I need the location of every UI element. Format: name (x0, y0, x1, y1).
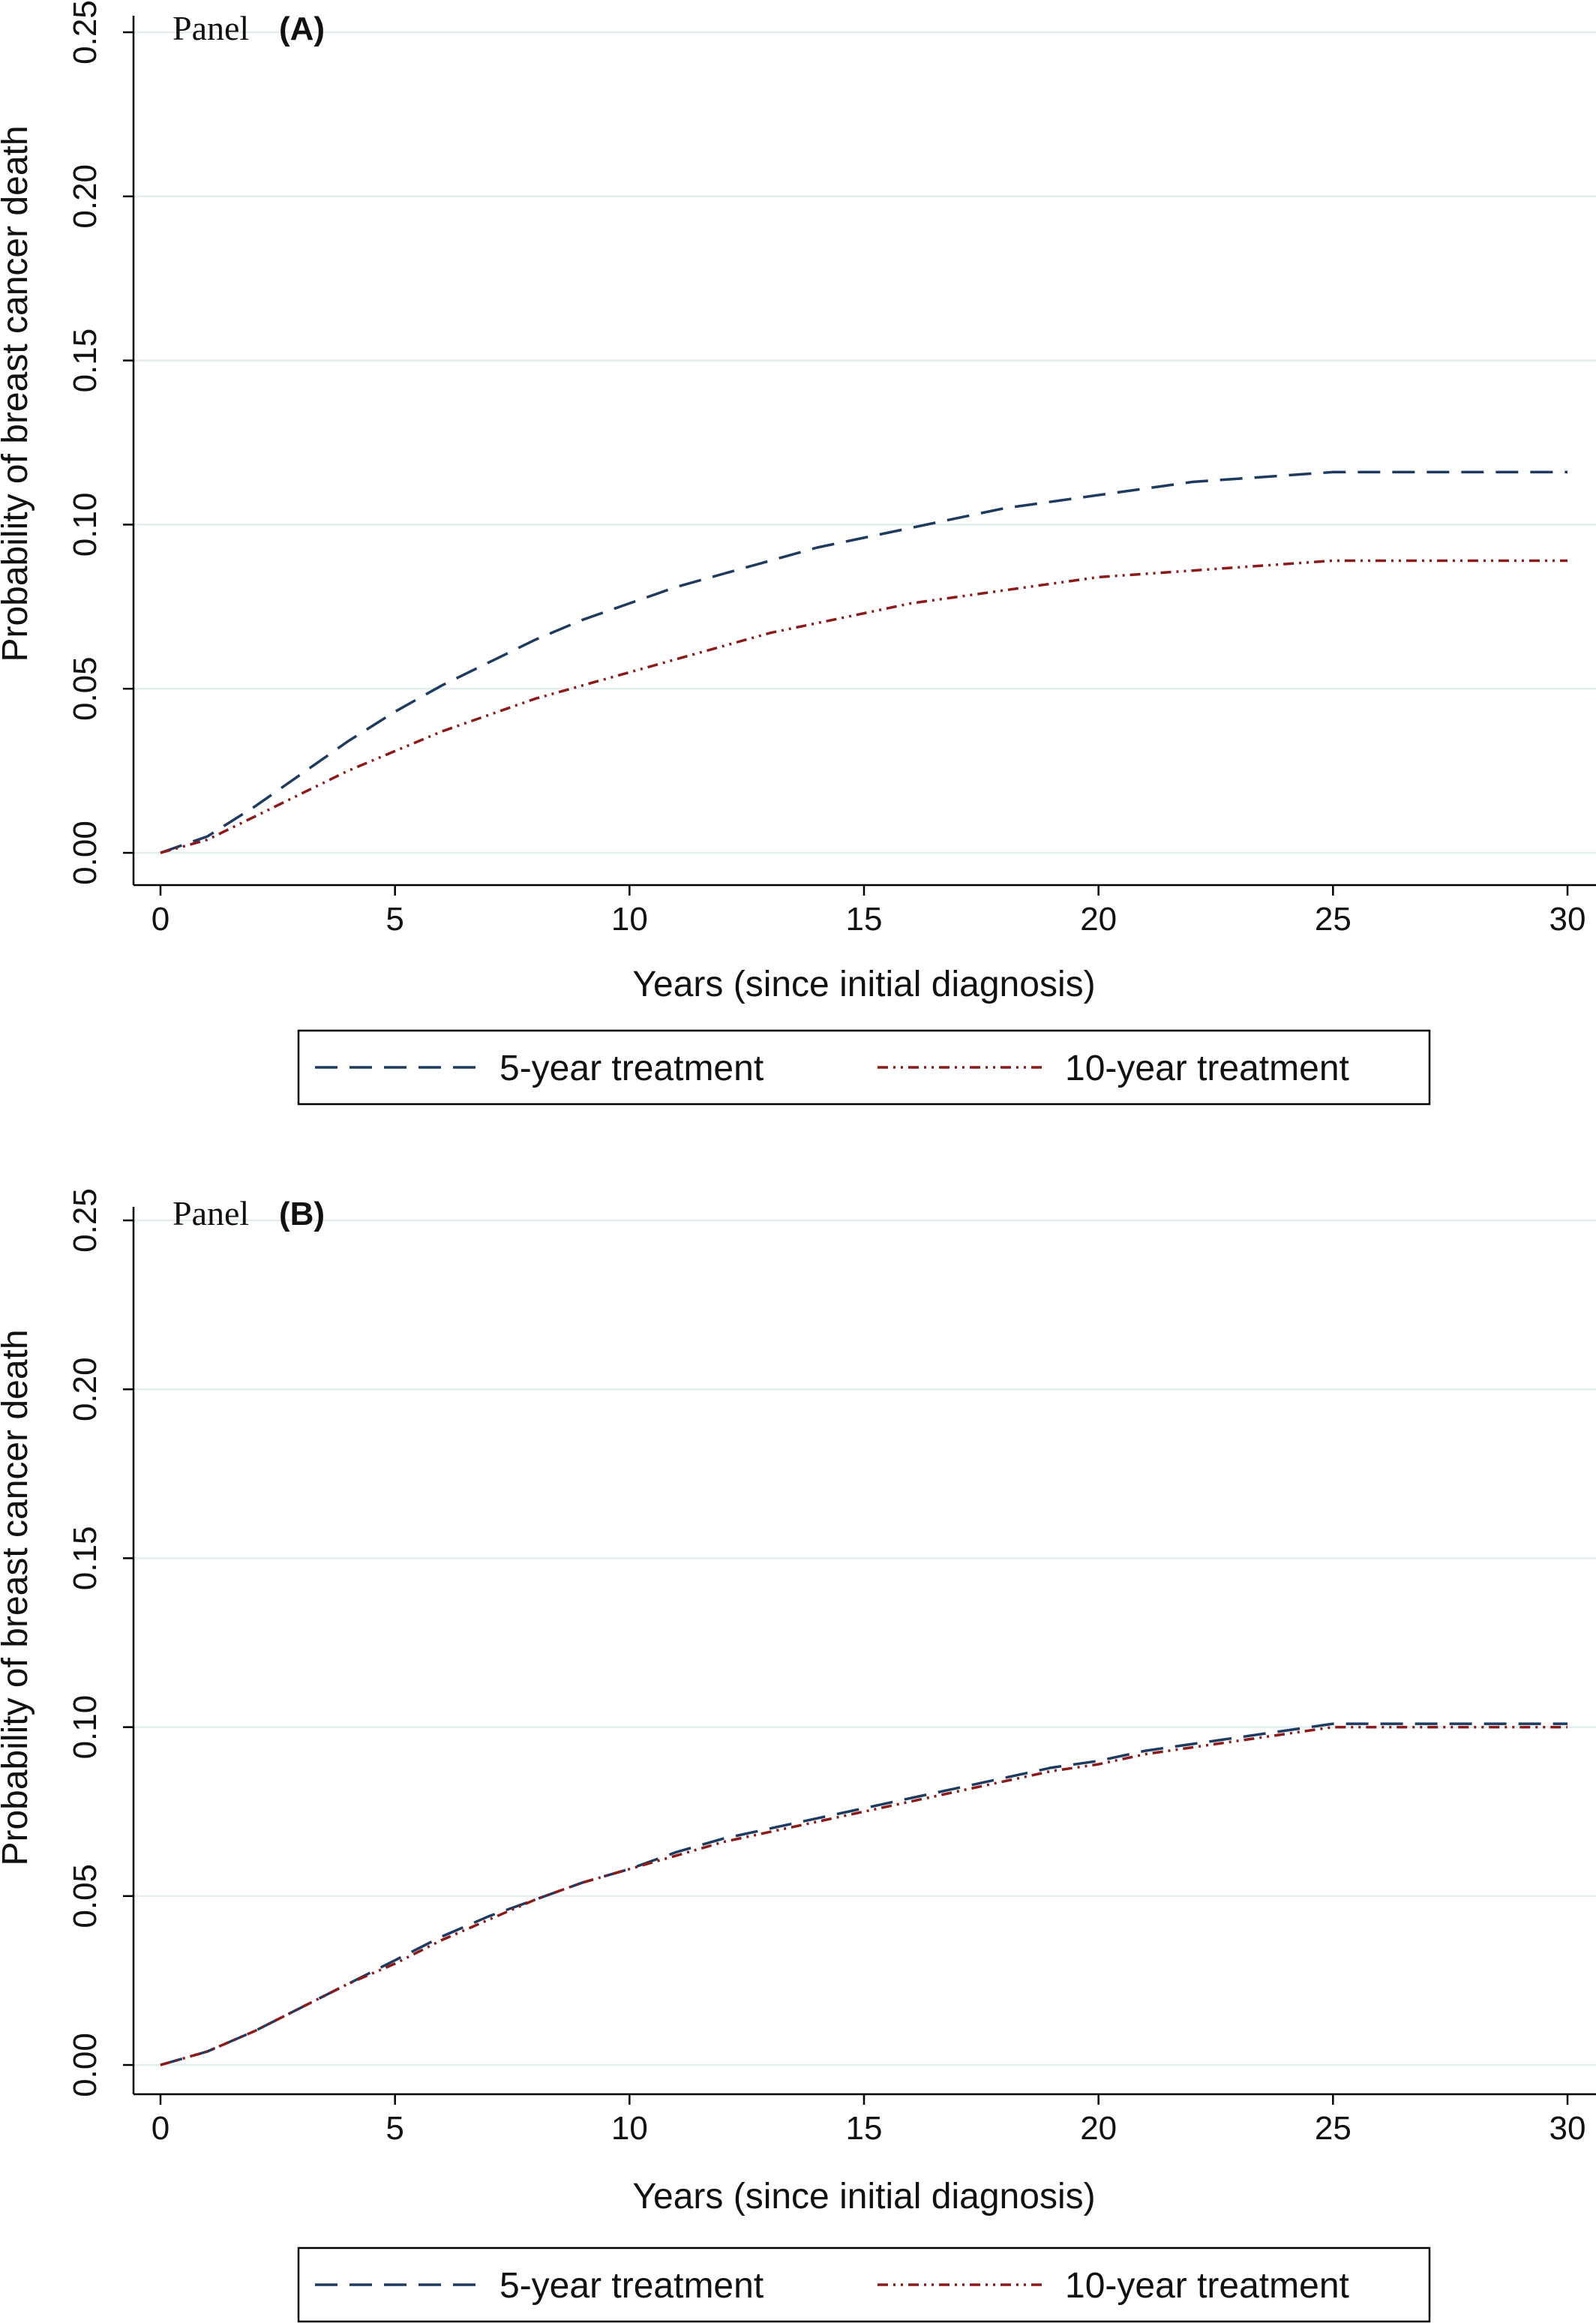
panel-b-label-letter: (B) (279, 1196, 325, 1232)
x-tick-label: 10 (611, 901, 648, 938)
x-tick-label: 5 (386, 2110, 404, 2147)
legend-box-a (297, 1029, 1431, 1106)
legend-a: 5-year treatment 10-year treatment (297, 1029, 1431, 1106)
y-ticks-a: 0.00 0.05 0.10 0.15 0.20 0.25 (67, 0, 134, 885)
y-tick-label: 0.25 (67, 1188, 104, 1253)
x-tick-label: 0 (152, 901, 170, 938)
y-tick-label: 0.20 (67, 1357, 104, 1421)
series-line-5yr (160, 1722, 1568, 2066)
plot-area-a (134, 16, 1596, 885)
x-tick-label: 25 (1315, 2110, 1352, 2147)
panel-a-label-word: Panel (172, 9, 249, 47)
panel-b: 0.00 0.05 0.10 0.15 0.20 0.25 0 5 10 15 20 25 30 Pa… (0, 1188, 1596, 2323)
y-tick-label: 0.15 (67, 329, 104, 393)
x-ticks-a: 0 5 10 15 20 25 30 (152, 885, 1586, 938)
x-tick-label: 0 (152, 2110, 170, 2147)
y-tick-label: 0.20 (67, 164, 104, 229)
legend-label-10yr-b: 10-year treatment (1065, 2266, 1349, 2306)
grid-lines-a (134, 31, 1596, 854)
y-tick-label: 0.10 (67, 493, 104, 557)
x-tick-label: 30 (1550, 2110, 1586, 2147)
y-tick-label: 0.00 (67, 2033, 104, 2097)
y-ticks-b: 0.00 0.05 0.10 0.15 0.20 0.25 (67, 1188, 134, 2097)
x-tick-label: 20 (1080, 901, 1117, 938)
y-axis-title-a: Probability of breast cancer death (0, 125, 35, 662)
y-axis-title-b: Probability of breast cancer death (0, 1329, 35, 1865)
y-tick-label: 0.00 (67, 821, 104, 885)
x-tick-label: 25 (1315, 901, 1352, 938)
x-tick-label: 5 (386, 901, 404, 938)
y-tick-label: 0.10 (67, 1695, 104, 1760)
grid-lines-b (134, 1219, 1596, 2066)
series-line-10yr (160, 559, 1568, 854)
y-tick-label: 0.05 (67, 1864, 104, 1928)
legend-b: 5-year treatment 10-year treatment (297, 2246, 1431, 2323)
legend-label-5yr-a: 5-year treatment (500, 1049, 764, 1088)
x-ticks-b: 0 5 10 15 20 25 30 (152, 2094, 1586, 2147)
x-axis-title-b: Years (since initial diagnosis) (632, 2177, 1095, 2216)
series-line-10yr (160, 1725, 1568, 2066)
panel-b-label-word: Panel (172, 1194, 249, 1232)
legend-label-5yr-b: 5-year treatment (500, 2266, 764, 2306)
y-tick-label: 0.15 (67, 1526, 104, 1591)
x-tick-label: 15 (846, 901, 883, 938)
series-lines-b (160, 1722, 1568, 2066)
y-tick-label: 0.05 (67, 656, 104, 721)
x-tick-label: 15 (846, 2110, 883, 2147)
legend-box-b (297, 2246, 1431, 2323)
y-tick-label: 0.25 (67, 0, 104, 65)
x-axis-title-a: Years (since initial diagnosis) (632, 965, 1095, 1004)
series-lines-a (160, 470, 1568, 854)
x-tick-label: 20 (1080, 2110, 1117, 2147)
plot-area-b (134, 1207, 1596, 2094)
series-line-5yr (160, 470, 1568, 854)
legend-label-10yr-a: 10-year treatment (1065, 1049, 1349, 1088)
panel-a-label-letter: (A) (279, 11, 325, 47)
x-tick-label: 10 (611, 2110, 648, 2147)
panel-a: 0.00 0.05 0.10 0.15 0.20 0.25 0 5 10 15 20 25 30 Pa… (0, 0, 1596, 1106)
x-tick-label: 30 (1550, 901, 1586, 938)
